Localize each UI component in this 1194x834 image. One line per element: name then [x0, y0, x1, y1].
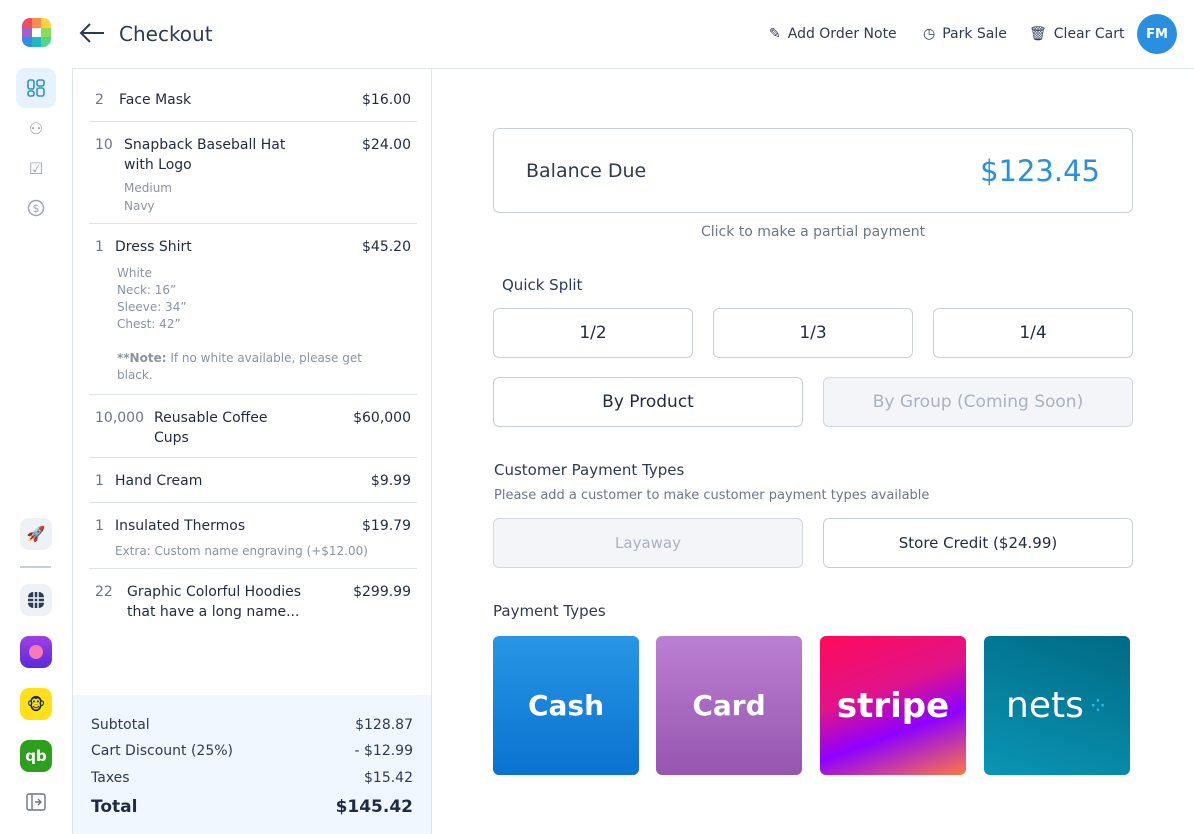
receipt-icon[interactable]: ☑: [28, 158, 44, 178]
store-credit-button[interactable]: Store Credit ($24.99): [823, 518, 1133, 568]
customer-payment-types-label: Customer Payment Types: [494, 461, 685, 479]
cash-payment-tile[interactable]: Cash: [493, 636, 639, 775]
partial-payment-hint: Click to make a partial payment: [700, 224, 926, 240]
quickbooks-icon[interactable]: qb: [20, 740, 52, 772]
cart-item[interactable]: 22 Graphic Colorful Hoodies that have a …: [95, 584, 411, 620]
customers-icon[interactable]: ⚇: [28, 118, 44, 138]
nets-payment-tile[interactable]: nets ⁘: [984, 636, 1130, 775]
dollar-icon[interactable]: $: [16, 188, 56, 228]
note-icon: ✎: [769, 26, 781, 42]
back-arrow-icon[interactable]: [79, 22, 105, 48]
header-divider: [72, 68, 1194, 69]
cart-totals: Subtotal $128.87 Cart Discount (25%) - $12…: [73, 695, 431, 834]
split-half-button[interactable]: 1/2: [493, 308, 693, 358]
split-quarter-button[interactable]: 1/4: [933, 308, 1133, 358]
dashboard-icon[interactable]: [16, 68, 56, 108]
nets-dots-icon: ⁘: [1087, 691, 1108, 720]
payment-types-label: Payment Types: [493, 602, 606, 620]
park-sale-button[interactable]: ◷ Park Sale: [923, 26, 1007, 42]
layaway-button: Layaway: [493, 518, 803, 568]
page-title: Checkout: [119, 22, 213, 46]
rail-divider: [20, 566, 51, 568]
avatar[interactable]: FM: [1137, 14, 1177, 54]
rocket-icon[interactable]: 🚀: [20, 518, 52, 550]
clear-cart-button[interactable]: 🗑 Clear Cart: [1029, 26, 1125, 42]
card-payment-tile[interactable]: Card: [656, 636, 802, 775]
cart-item[interactable]: 1 Dress Shirt $45.20 White Neck: 16” Sle…: [89, 224, 417, 395]
cart-panel: 2 Face Mask $16.00 10 Snapback Baseball …: [72, 68, 432, 834]
by-group-button: By Group (Coming Soon): [823, 377, 1133, 427]
app-square-icon[interactable]: [20, 584, 52, 616]
stripe-payment-tile[interactable]: stripe: [820, 636, 966, 775]
clock-icon: ◷: [923, 26, 936, 42]
split-third-button[interactable]: 1/3: [713, 308, 913, 358]
cart-item[interactable]: 10 Snapback Baseball Hat with Logo $24.0…: [89, 122, 417, 224]
svg-text:$: $: [33, 202, 40, 215]
balance-due-button[interactable]: Balance Due $123.45: [493, 128, 1133, 213]
clock-app-icon[interactable]: [20, 636, 52, 668]
cart-item[interactable]: 1 Hand Cream $9.99: [89, 458, 417, 503]
app-logo: [22, 18, 51, 47]
collapse-icon[interactable]: [16, 782, 56, 822]
cart-item[interactable]: 1 Insulated Thermos $19.79 Extra: Custom…: [89, 503, 417, 569]
customer-payment-types-hint: Please add a customer to make customer p…: [494, 488, 930, 503]
cart-item[interactable]: 2 Face Mask $16.00: [89, 68, 417, 122]
add-order-note-button[interactable]: ✎ Add Order Note: [769, 26, 897, 42]
trash-icon: 🗑: [1029, 26, 1047, 42]
by-product-button[interactable]: By Product: [493, 377, 803, 427]
cart-item[interactable]: 10,000 Reusable Coffee Cups $60,000: [89, 395, 417, 458]
quick-split-label: Quick Split: [502, 276, 583, 294]
mailchimp-icon[interactable]: 🐵: [20, 688, 52, 720]
